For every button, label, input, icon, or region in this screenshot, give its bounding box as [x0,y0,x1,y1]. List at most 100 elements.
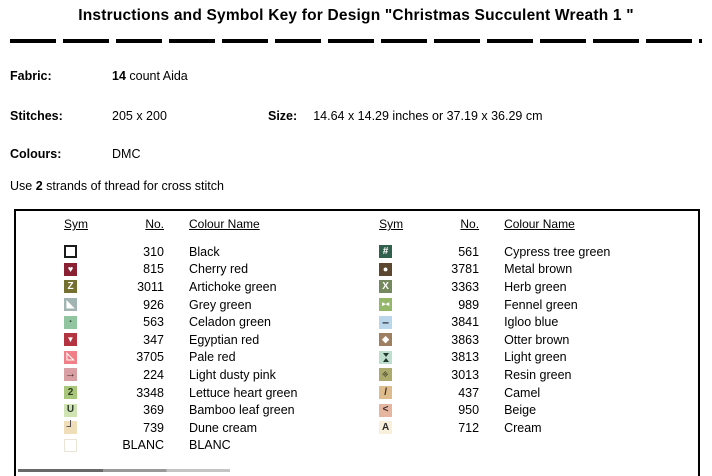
colour-name: Beige [504,403,537,418]
less-than-icon: < [382,404,389,416]
symbol-swatch: X [379,280,393,294]
stitches-row: Stitches: 205 x 200 Size: 14.64 x 14.29 … [10,109,543,123]
symbol-swatch: ≡ [379,368,393,382]
thread-number: 815 [143,262,164,277]
colour-name: Igloo blue [504,315,559,330]
key-row: ◆ 3863 Otter brown [379,331,698,349]
heart-icon: ♥ [67,263,74,274]
symbol-swatch [379,350,393,364]
colour-name: Black [189,244,220,259]
column-header-no: No. [145,217,164,231]
size-label: Size: [268,109,298,123]
colour-name: Light dusty pink [189,367,276,382]
colour-name: Artichoke green [189,279,277,294]
key-row: ◣ 926 Grey green [64,296,357,314]
symbol-swatch: < [379,403,393,417]
colour-name: Resin green [504,367,572,382]
symbol-swatch: 2 [64,386,77,400]
symbol-swatch: Z [64,280,77,294]
thread-number: BLANC [122,438,164,453]
thread-number: 3813 [451,350,480,365]
key-group-right: Sym No. Colour Name #561 Cypress tree green ●… [357,211,698,476]
colour-name: Cream [504,420,542,435]
page-title: Instructions and Symbol Key for Design "… [78,7,634,24]
key-row: A 712 Cream [379,419,698,437]
size-value: 14.64 x 14.29 inches or 37.19 x 36.29 cm [313,109,543,123]
key-row: → 224 Light dusty pink [64,366,357,384]
triangle-outline-icon: ◺ [66,351,75,363]
thread-number: 989 [458,297,480,312]
column-header-colour-name: Colour Name [189,217,260,231]
strands-prefix: Use [10,179,36,193]
key-row: 3813 Light green [379,349,698,367]
colour-name: Egyptian red [189,332,260,347]
thread-number: 3363 [451,279,480,294]
fabric-value: 14 count Aida [112,69,188,83]
symbol-swatch: ▼ [64,333,77,347]
letter-a-icon: A [381,421,390,433]
symbol-swatch: A [379,421,393,435]
thread-number: 3863 [451,332,480,347]
symbol-swatch [64,245,77,259]
thread-number: 561 [458,244,480,259]
column-header-no: No. [460,217,480,231]
key-row: ▸◂ 989 Fennel green [379,296,698,314]
strands-note: Use 2 strands of thread for cross stitch [10,179,224,193]
key-row: 310 Black [64,243,357,261]
key-row: ┘ 739 Dune cream [64,419,357,437]
key-header-row: Sym No. Colour Name [379,217,698,231]
key-row: Z 3011 Artichoke green [64,278,357,296]
thread-number: 347 [143,332,164,347]
stitches-label: Stitches: [10,109,63,123]
symbol-swatch: ▪ [64,315,77,329]
key-row: <950 Beige [379,401,698,419]
colour-name: Otter brown [504,332,570,347]
colour-name: Pale red [189,350,236,365]
key-row: BLANC BLANC [64,437,357,455]
symbol-swatch: – [379,315,393,329]
colours-label: Colours: [10,147,62,161]
key-row: ♥ 815 Cherry red [64,261,357,279]
fabric-rest: count Aida [125,69,188,83]
thread-number: 950 [458,403,480,418]
colour-name: Dune cream [189,420,258,435]
double-triangle-icon: ▸◂ [382,301,390,309]
colour-name: Metal brown [504,262,573,277]
symbol-swatch: ♥ [64,262,77,276]
corner-bracket-icon: ┘ [66,421,75,434]
column-header-sym: Sym [64,217,88,231]
letter-x-icon: X [382,280,389,292]
key-row: #561 Cypress tree green [379,243,698,261]
key-row: ≡ 3013 Resin green [379,366,698,384]
triple-slash-icon: ≡ [379,369,391,380]
filled-circle-icon: ● [382,263,389,274]
thread-number: 926 [143,297,164,312]
colour-name: Grey green [189,297,252,312]
column-header-sym: Sym [379,217,404,231]
small-dot-icon: ▪ [69,319,72,326]
key-row: U 369 Bamboo leaf green [64,401,357,419]
letter-u-icon: U [66,404,75,416]
key-row: – 3841 Igloo blue [379,313,698,331]
symbol-swatch: / [379,386,393,400]
thread-number: 3348 [136,385,164,400]
colour-name: Cherry red [189,262,249,277]
colours-row: Colours: DMC [10,147,140,161]
symbol-key-table: Sym No. Colour Name 310 Black ♥ 815 Cherry red Z… [14,209,700,476]
symbol-swatch: ◣ [64,298,77,312]
divider-dashed-line [10,39,702,43]
symbol-swatch: ◺ [64,350,77,364]
colour-name: Light green [504,350,567,365]
colour-name: Lettuce heart green [189,385,298,400]
symbol-swatch: # [379,245,393,259]
thread-number: 3013 [451,367,480,382]
triangle-down-icon: ▼ [66,334,75,344]
colour-name: Camel [504,385,541,400]
key-group-left: Sym No. Colour Name 310 Black ♥ 815 Cherry red Z… [16,211,357,476]
symbol-swatch: ▸◂ [379,298,393,312]
colour-name: Herb green [504,279,567,294]
arrow-right-icon: → [65,368,76,381]
symbol-swatch: ● [379,262,393,276]
symbol-swatch: ◆ [379,333,393,347]
key-row: 2 3348 Lettuce heart green [64,384,357,402]
